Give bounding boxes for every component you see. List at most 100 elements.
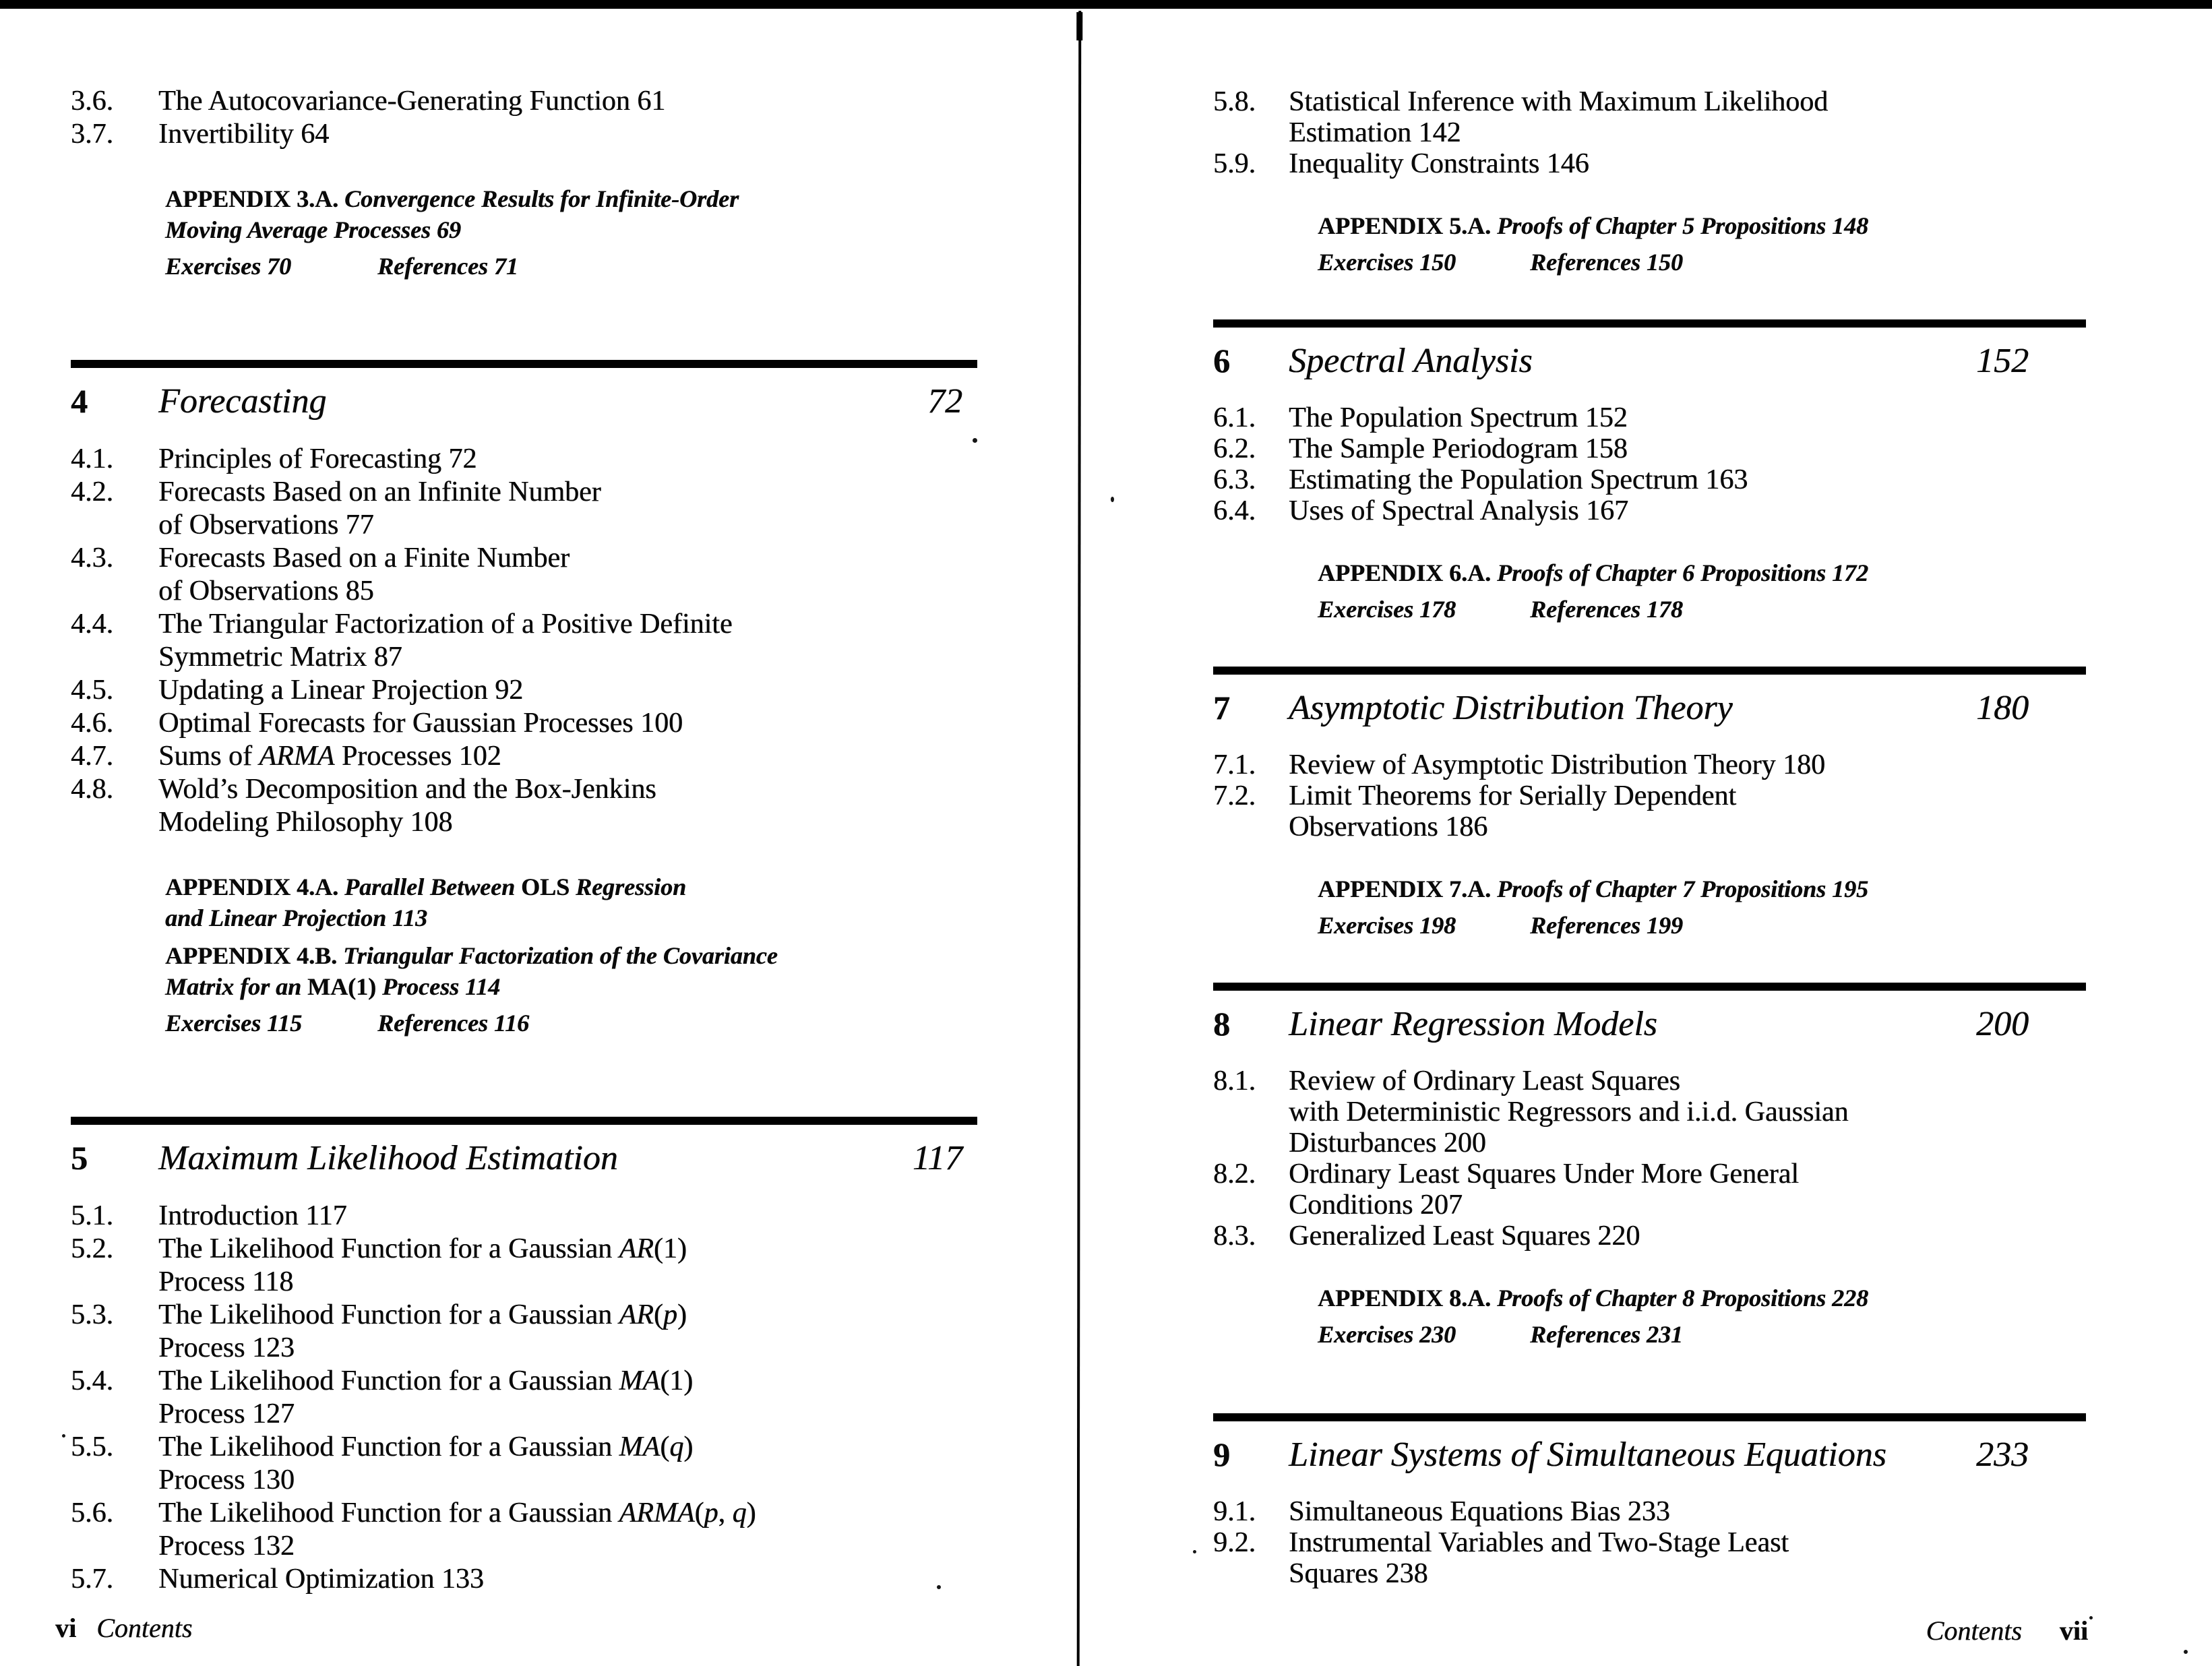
chapter-rule bbox=[71, 1117, 977, 1125]
toc-entry-text: Forecasts Based on a Finite Number bbox=[158, 543, 570, 574]
toc-entry-number: 5.6. bbox=[71, 1498, 113, 1529]
chapter-title: Spectral Analysis bbox=[1289, 342, 1533, 380]
scan-speck bbox=[1111, 497, 1114, 502]
section-items: 4.1. Principles of Forecasting 72 4.2. Fore… bbox=[71, 443, 977, 839]
chapter-number: 9 bbox=[1213, 1436, 1230, 1473]
toc-entry-number: 8.3. bbox=[1213, 1221, 1256, 1252]
toc-entry-number: 3.6. bbox=[71, 86, 113, 117]
toc-entry-text: Simultaneous Equations Bias 233 bbox=[1289, 1496, 1670, 1527]
chapter-rule bbox=[1213, 319, 2086, 328]
toc-entry-number: 8.1. bbox=[1213, 1066, 1256, 1097]
appendix-line: APPENDIX 7.A. Proofs of Chapter 7 Propos… bbox=[1318, 873, 2086, 904]
toc-entry: 8.1. Review of Ordinary Least Squares with… bbox=[1213, 1066, 2086, 1159]
toc-entry: 5.6. The Likelihood Function for a Gaussi… bbox=[71, 1497, 977, 1563]
appendix-block: APPENDIX 3.A. Convergence Results for In… bbox=[71, 183, 977, 245]
toc-entry-text: Limit Theorems for Serially Dependent bbox=[1289, 780, 1737, 811]
references-label: References 116 bbox=[377, 1010, 529, 1037]
chapter-heading: 7 Asymptotic Distribution Theory 180 bbox=[1213, 684, 2086, 732]
appendix-label: APPENDIX 3.A. bbox=[165, 185, 344, 212]
appendix-title: Triangular Factorization of the Covarian… bbox=[343, 942, 778, 969]
chapter-page-number: 152 bbox=[1976, 342, 2029, 380]
section-items: 6.1. The Population Spectrum 152 6.2. The S… bbox=[1213, 402, 2086, 526]
toc-entry-text: The Likelihood Function for a Gaussian M… bbox=[158, 1365, 694, 1396]
toc-entry-text: The Likelihood Function for a Gaussian A… bbox=[158, 1498, 756, 1529]
toc-entry-number: 4.1. bbox=[71, 443, 113, 474]
toc-entry: 4.8. Wold’s Decomposition and the Box-Jen… bbox=[71, 773, 977, 839]
toc-entry-number: 6.4. bbox=[1213, 495, 1256, 526]
appendix-label: APPENDIX 8.A. bbox=[1318, 1285, 1497, 1312]
toc-entry: 5.9. Inequality Constraints 146 bbox=[1213, 148, 2086, 179]
toc-entry: 5.2. The Likelihood Function for a Gaussi… bbox=[71, 1233, 977, 1299]
exercises-label: Exercises 178 bbox=[1318, 596, 1456, 623]
exercises-label: Exercises 70 bbox=[165, 253, 291, 280]
exercises-label: Exercises 115 bbox=[165, 1010, 302, 1037]
appendix-line: Matrix for an MA(1) Process 114 bbox=[165, 971, 977, 1002]
appendix-title: Proofs of Chapter 5 Propositions 148 bbox=[1497, 212, 1869, 239]
appendix-label: APPENDIX 6.A. bbox=[1318, 559, 1497, 586]
toc-entry-text: Statistical Inference with Maximum Likel… bbox=[1289, 86, 1829, 117]
chapter-page-number: 200 bbox=[1976, 1005, 2029, 1043]
footer-page-number: vii bbox=[2059, 1615, 2088, 1646]
notation: MA(1) bbox=[307, 973, 376, 1000]
toc-entry: 9.2. Instrumental Variables and Two-Stage… bbox=[1213, 1527, 2086, 1589]
chapter-page-number: 72 bbox=[927, 382, 962, 421]
toc-entry-number: 5.3. bbox=[71, 1299, 113, 1330]
toc-entry-text: Squares 238 bbox=[1289, 1558, 1428, 1589]
appendix-title: Proofs of Chapter 7 Propositions 195 bbox=[1497, 875, 1869, 902]
toc-entry: 6.1. The Population Spectrum 152 bbox=[1213, 402, 2086, 433]
notation: p bbox=[663, 1299, 677, 1330]
toc-entry: 5.5. The Likelihood Function for a Gaussi… bbox=[71, 1431, 977, 1497]
toc-entry-text: The Likelihood Function for a Gaussian A… bbox=[158, 1299, 687, 1330]
appendix-title: and Linear Projection 113 bbox=[165, 904, 428, 931]
appendix-line: APPENDIX 3.A. Convergence Results for In… bbox=[165, 183, 977, 214]
toc-entry-text: Generalized Least Squares 220 bbox=[1289, 1221, 1640, 1252]
chapter-number: 7 bbox=[1213, 689, 1230, 727]
chapter-page-number: 233 bbox=[1976, 1436, 2029, 1474]
references-label: References 231 bbox=[1530, 1321, 1683, 1348]
toc-entry-number: 5.1. bbox=[71, 1200, 113, 1231]
toc-section: 9 Linear Systems of Simultaneous Equation… bbox=[1213, 1413, 2086, 1589]
appendix-label: APPENDIX 5.A. bbox=[1318, 212, 1497, 239]
toc-entry-text: Symmetric Matrix 87 bbox=[158, 642, 402, 673]
section-items: 8.1. Review of Ordinary Least Squares with… bbox=[1213, 1066, 2086, 1252]
toc-entry-text: with Deterministic Regressors and i.i.d.… bbox=[1289, 1097, 1849, 1128]
toc-entry-number: 7.2. bbox=[1213, 780, 1256, 811]
appendix-entry: APPENDIX 7.A. Proofs of Chapter 7 Propos… bbox=[1318, 873, 2086, 904]
chapter-rule bbox=[1213, 983, 2086, 991]
scan-speck bbox=[937, 1585, 941, 1589]
toc-page-right: 5.8. Statistical Inference with Maximum L… bbox=[1213, 0, 2086, 1589]
toc-entry-number: 5.8. bbox=[1213, 86, 1256, 117]
appendix-block: APPENDIX 8.A. Proofs of Chapter 8 Propos… bbox=[1213, 1283, 2086, 1314]
chapter-heading: 5 Maximum Likelihood Estimation 117 bbox=[71, 1134, 977, 1182]
toc-entry-number: 4.5. bbox=[71, 675, 113, 706]
chapter-title: Asymptotic Distribution Theory bbox=[1289, 689, 1733, 727]
appendix-line: APPENDIX 8.A. Proofs of Chapter 8 Propos… bbox=[1318, 1283, 2086, 1314]
toc-entry: 6.2. The Sample Periodogram 158 bbox=[1213, 433, 2086, 464]
footer-contents-label: Contents bbox=[96, 1613, 193, 1643]
appendix-title: Convergence Results for Infinite-Order bbox=[344, 185, 739, 212]
toc-entry-text: Process 118 bbox=[158, 1266, 294, 1297]
toc-entry: 4.3. Forecasts Based on a Finite Number of… bbox=[71, 542, 977, 608]
toc-entry-text: of Observations 77 bbox=[158, 510, 374, 541]
toc-entry-text: Ordinary Least Squares Under More Genera… bbox=[1289, 1159, 1799, 1190]
appendix-entry: APPENDIX 8.A. Proofs of Chapter 8 Propos… bbox=[1318, 1283, 2086, 1314]
notation: OLS bbox=[520, 873, 570, 900]
notation: AR bbox=[619, 1299, 654, 1330]
references-label: References 178 bbox=[1530, 596, 1683, 623]
toc-section: 8 Linear Regression Models 200 8.1. Review o… bbox=[1213, 983, 2086, 1350]
section-items: 5.1. Introduction 117 5.2. The Likelihood F… bbox=[71, 1200, 977, 1596]
toc-entry-text: Instrumental Variables and Two-Stage Lea… bbox=[1289, 1527, 1789, 1558]
toc-entry-text: Wold’s Decomposition and the Box-Jenkins bbox=[158, 774, 656, 805]
appendix-line: APPENDIX 5.A. Proofs of Chapter 5 Propos… bbox=[1318, 210, 2086, 241]
chapter-title: Linear Regression Models bbox=[1289, 1005, 1657, 1043]
toc-entry-text: Estimation 142 bbox=[1289, 117, 1461, 148]
appendix-block: APPENDIX 5.A. Proofs of Chapter 5 Propos… bbox=[1213, 210, 2086, 241]
toc-entry-text: The Autocovariance-Generating Function 6… bbox=[158, 86, 666, 117]
appendix-title: Proofs of Chapter 8 Propositions 228 bbox=[1497, 1285, 1869, 1312]
exercises-label: Exercises 230 bbox=[1318, 1321, 1456, 1348]
toc-entry-text: Updating a Linear Projection 92 bbox=[158, 675, 524, 706]
toc-entry: 4.6. Optimal Forecasts for Gaussian Proce… bbox=[71, 707, 977, 740]
footer-right: Contents vii bbox=[1926, 1615, 2088, 1647]
toc-entry-number: 4.6. bbox=[71, 708, 113, 739]
